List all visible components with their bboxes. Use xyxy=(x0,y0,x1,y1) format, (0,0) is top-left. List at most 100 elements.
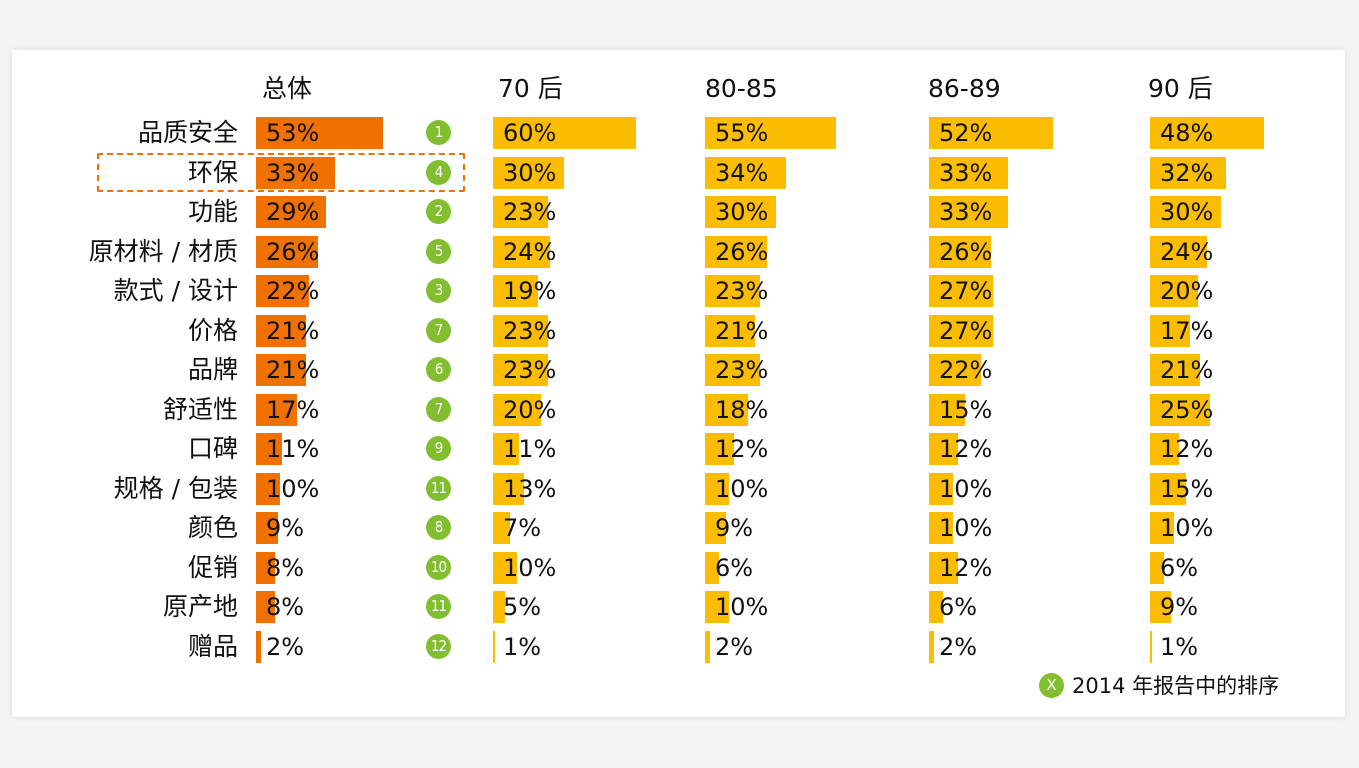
data-label: 11% xyxy=(266,435,320,463)
data-label: 8% xyxy=(266,593,305,621)
bar xyxy=(929,473,953,505)
bar xyxy=(493,157,564,189)
legend-label: 2014 年报告中的排序 xyxy=(1072,674,1280,698)
rank-2014-badge: 8 xyxy=(426,515,451,540)
bar xyxy=(705,354,760,386)
rank-2014-badge: 6 xyxy=(426,357,451,382)
category-label: 环保 xyxy=(187,158,238,187)
data-label: 19% xyxy=(503,277,557,305)
rank-2014-badge: 5 xyxy=(426,239,451,264)
bar xyxy=(1150,473,1186,505)
data-label: 23% xyxy=(503,317,557,345)
bar xyxy=(705,591,729,623)
bar xyxy=(493,512,510,544)
bar xyxy=(1150,552,1164,584)
column-header-2: 80-85 xyxy=(705,74,778,103)
data-label: 12% xyxy=(715,435,769,463)
data-label: 26% xyxy=(715,238,769,266)
data-label: 33% xyxy=(939,159,993,187)
bar xyxy=(256,354,306,386)
bar xyxy=(1150,236,1207,268)
bar xyxy=(493,433,519,465)
data-label: 1% xyxy=(1160,633,1199,661)
bar xyxy=(929,315,993,347)
bar xyxy=(705,117,836,149)
data-label: 12% xyxy=(1160,435,1214,463)
bar xyxy=(705,552,719,584)
bar xyxy=(929,236,991,268)
category-label: 规格 / 包装 xyxy=(113,474,238,503)
rank-2014-badge: 2 xyxy=(426,199,451,224)
legend-rank-symbol: X xyxy=(1039,672,1064,698)
bar xyxy=(705,275,760,307)
column-header-3: 86-89 xyxy=(928,74,1001,103)
data-label: 10% xyxy=(1160,514,1214,542)
rank-2014-badge: 3 xyxy=(426,278,451,303)
bar xyxy=(493,354,548,386)
bar xyxy=(493,552,517,584)
data-label: 15% xyxy=(939,396,993,424)
data-label: 23% xyxy=(503,356,557,384)
data-label: 21% xyxy=(715,317,769,345)
rank-2014-badge: 9 xyxy=(426,436,451,461)
data-label: 5% xyxy=(503,593,542,621)
column-header-4: 90 后 xyxy=(1148,74,1213,103)
bar xyxy=(256,552,275,584)
data-label: 55% xyxy=(715,119,769,147)
bar xyxy=(929,433,958,465)
bar xyxy=(705,196,776,228)
data-label: 24% xyxy=(1160,238,1214,266)
bar xyxy=(256,315,306,347)
data-label: 6% xyxy=(939,593,978,621)
bar xyxy=(929,354,981,386)
bar xyxy=(256,473,280,505)
category-label: 款式 / 设计 xyxy=(113,276,238,305)
rank-2014-badge: 11 xyxy=(426,594,451,619)
bar xyxy=(1150,315,1190,347)
bar xyxy=(493,591,505,623)
data-label: 20% xyxy=(503,396,557,424)
bar xyxy=(705,631,710,663)
bar xyxy=(256,631,261,663)
bar xyxy=(929,275,993,307)
bar xyxy=(1150,275,1198,307)
data-label: 23% xyxy=(715,277,769,305)
category-label: 原材料 / 材质 xyxy=(88,237,238,266)
data-label: 26% xyxy=(266,238,320,266)
category-label: 品牌 xyxy=(187,355,238,384)
category-label: 原产地 xyxy=(162,592,238,621)
category-label: 品质安全 xyxy=(137,118,238,147)
data-label: 22% xyxy=(939,356,993,384)
data-label: 33% xyxy=(266,159,320,187)
category-label: 舒适性 xyxy=(162,395,238,424)
bar xyxy=(929,394,965,426)
data-label: 8% xyxy=(266,554,305,582)
legend: X 2014 年报告中的排序 xyxy=(1039,670,1279,700)
data-label: 25% xyxy=(1160,396,1214,424)
data-label: 21% xyxy=(266,317,320,345)
data-label: 10% xyxy=(715,475,769,503)
bar xyxy=(493,394,541,426)
data-label: 11% xyxy=(503,435,557,463)
bar xyxy=(929,196,1008,228)
category-label: 促销 xyxy=(187,553,238,582)
bar xyxy=(256,236,318,268)
category-label: 赠品 xyxy=(187,632,238,661)
bar xyxy=(929,552,958,584)
bar xyxy=(493,117,636,149)
data-label: 10% xyxy=(266,475,320,503)
data-label: 2% xyxy=(939,633,978,661)
category-label: 功能 xyxy=(187,197,238,226)
category-label: 口碑 xyxy=(187,434,238,463)
data-label: 24% xyxy=(503,238,557,266)
data-label: 26% xyxy=(939,238,993,266)
data-label: 1% xyxy=(503,633,542,661)
bar xyxy=(1150,591,1171,623)
data-label: 30% xyxy=(503,159,557,187)
bar xyxy=(1150,117,1264,149)
data-label: 53% xyxy=(266,119,320,147)
data-label: 32% xyxy=(1160,159,1214,187)
bar xyxy=(256,157,335,189)
category-label: 价格 xyxy=(187,316,238,345)
bar xyxy=(705,315,755,347)
